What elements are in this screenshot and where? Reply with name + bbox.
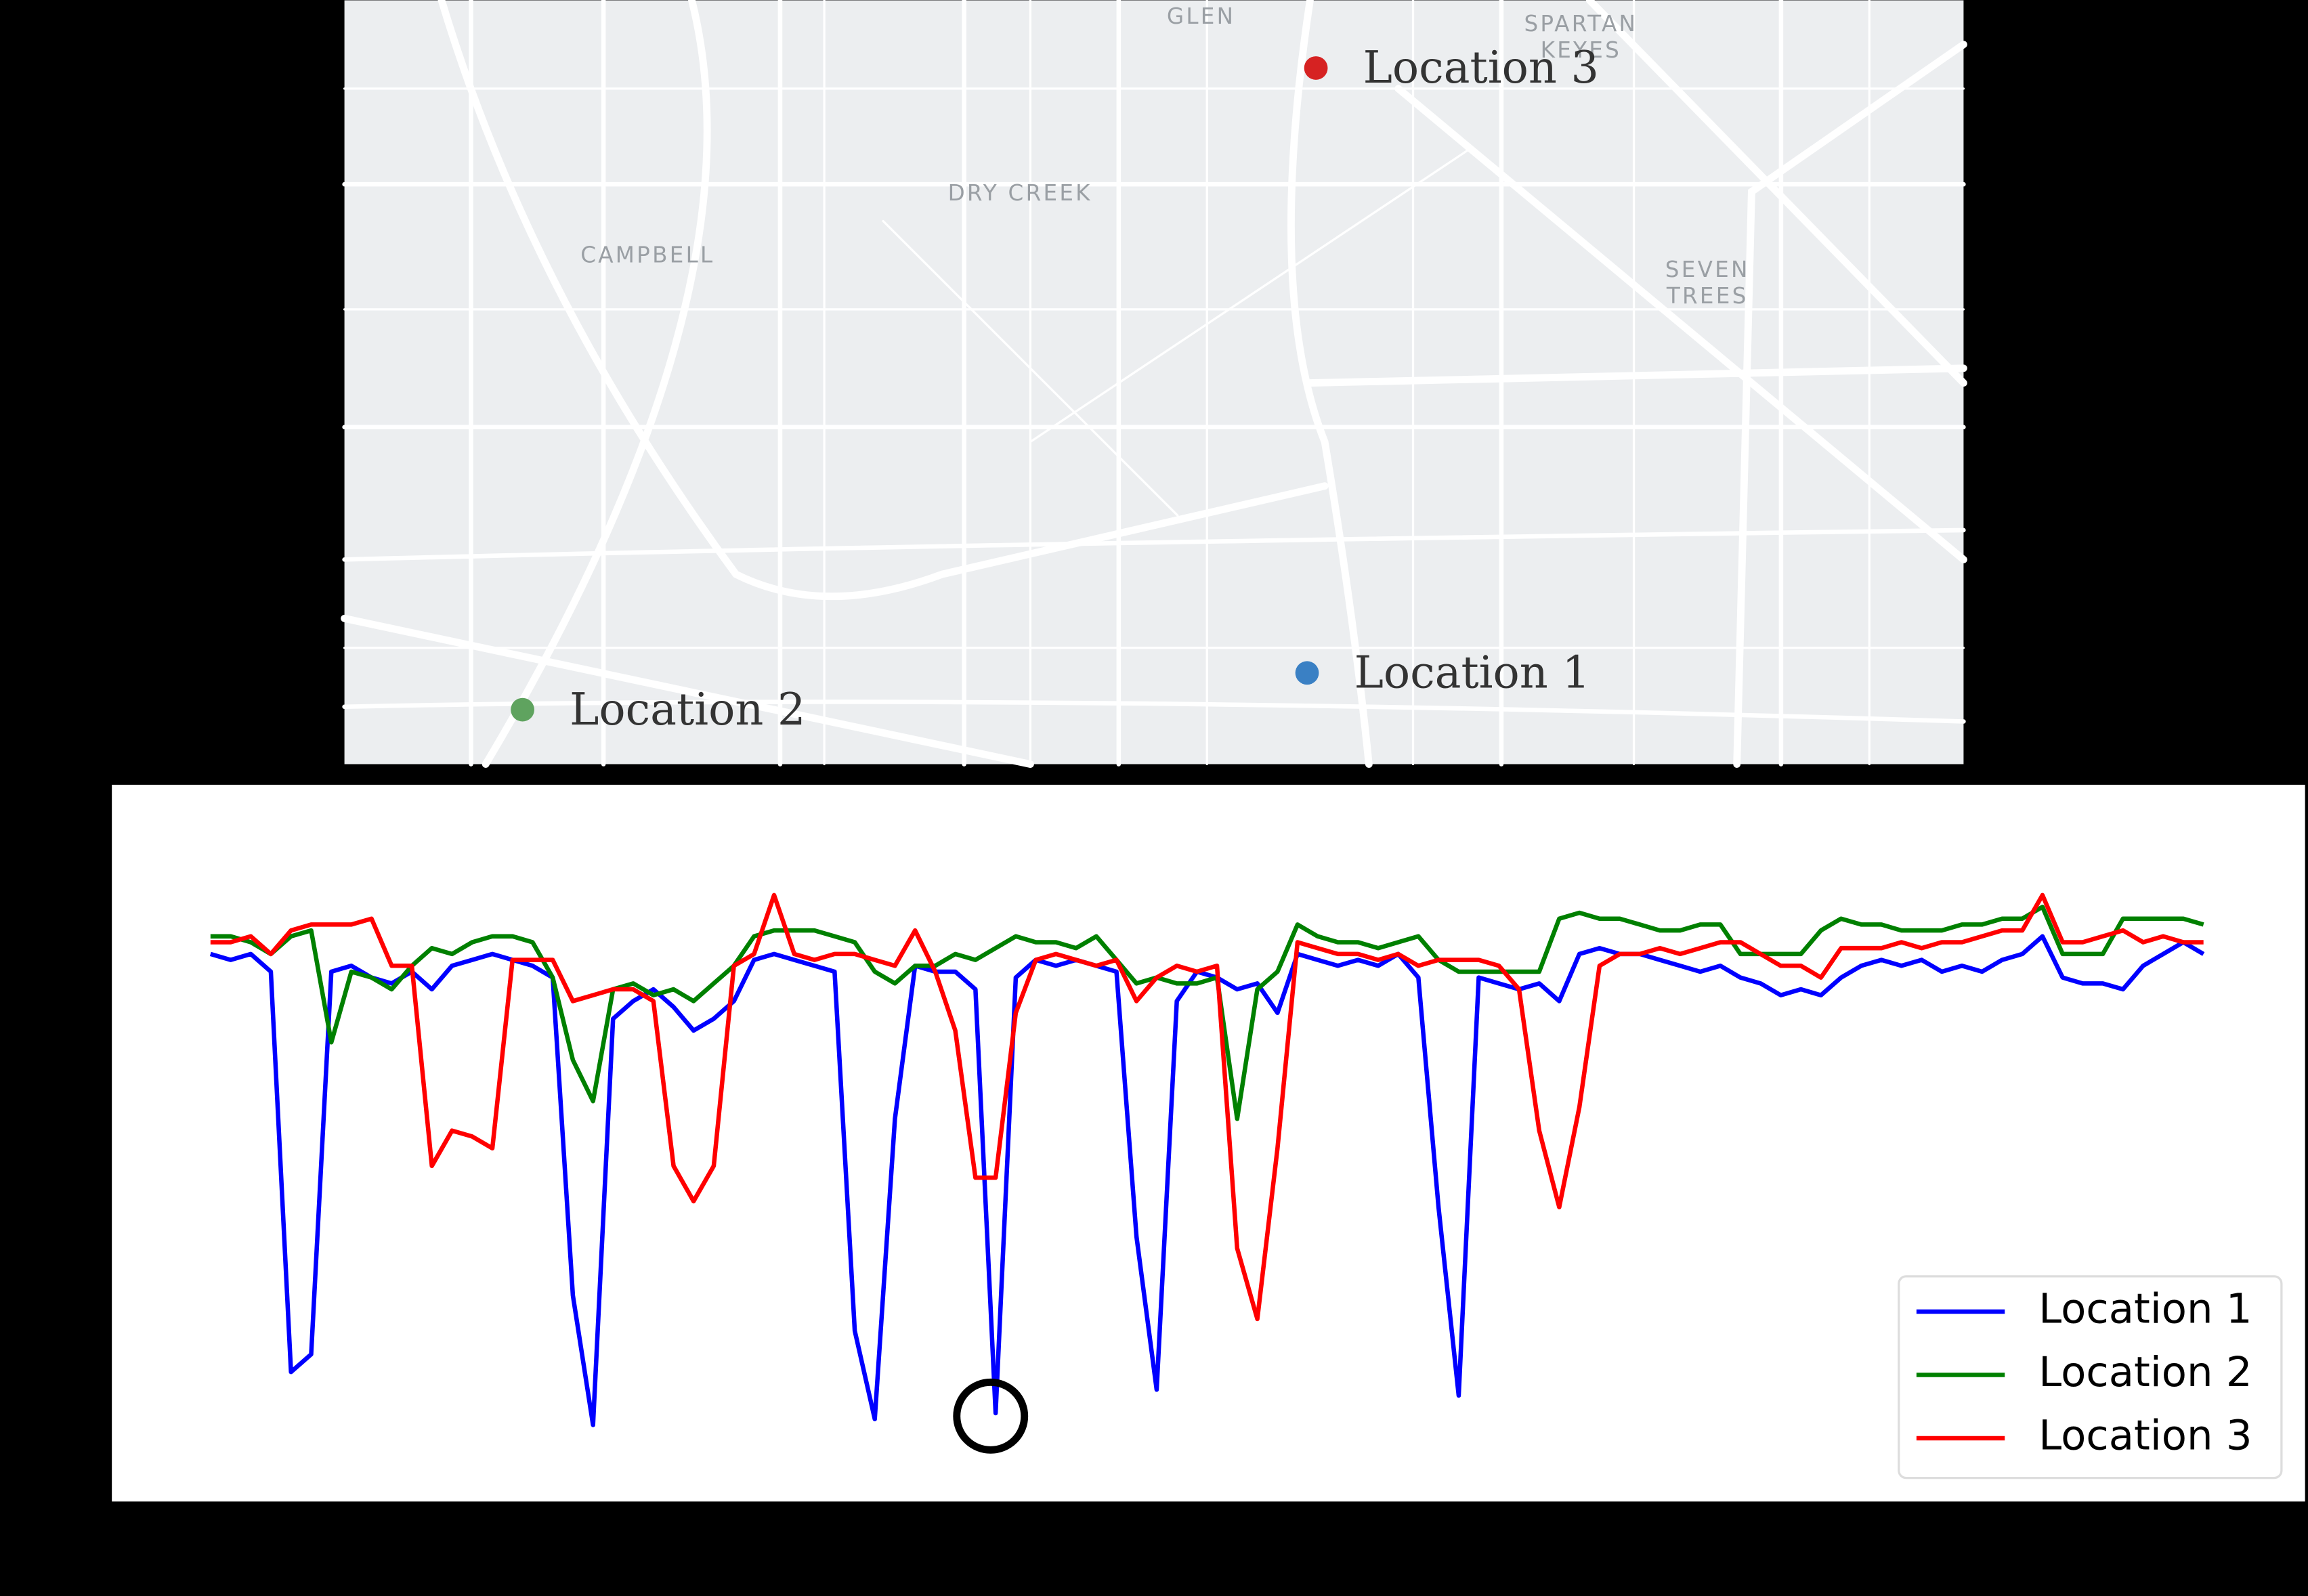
location-label: Location 3	[1363, 42, 1599, 93]
highlight-circle	[953, 1378, 1029, 1454]
legend: Location 1 Location 2 Location 3	[1916, 1286, 2252, 1460]
area-label: DRY CREEK	[948, 180, 1092, 206]
roads	[341, 0, 1967, 768]
area-label: CAMPBELL	[580, 242, 714, 267]
legend-label: Location 2	[2038, 1349, 2252, 1396]
location-markers: Location 1 Location 2 Location 3	[511, 42, 1599, 735]
plot	[209, 892, 2205, 1427]
location-label: Location 1	[1354, 647, 1590, 698]
location-dot	[511, 697, 534, 722]
legend-label: Location 3	[2038, 1412, 2252, 1460]
area-label: GLEN	[1167, 3, 1235, 29]
location-dot	[1304, 56, 1328, 80]
location-dot	[1295, 661, 1319, 685]
area-label: SPARTAN	[1524, 11, 1638, 37]
legend-box	[1898, 1275, 2283, 1480]
series-line	[210, 892, 2204, 1322]
chart-panel: Location 1 Location 2 Location 3	[112, 784, 2305, 1502]
legend-label: Location 1	[2038, 1286, 2252, 1333]
area-label: KEYES	[1541, 37, 1621, 63]
area-label: TREES	[1666, 283, 1749, 309]
area-label: SEVEN	[1665, 257, 1750, 282]
location-label: Location 2	[570, 684, 805, 735]
series-line	[209, 934, 2205, 1427]
map-background	[344, 0, 1964, 764]
